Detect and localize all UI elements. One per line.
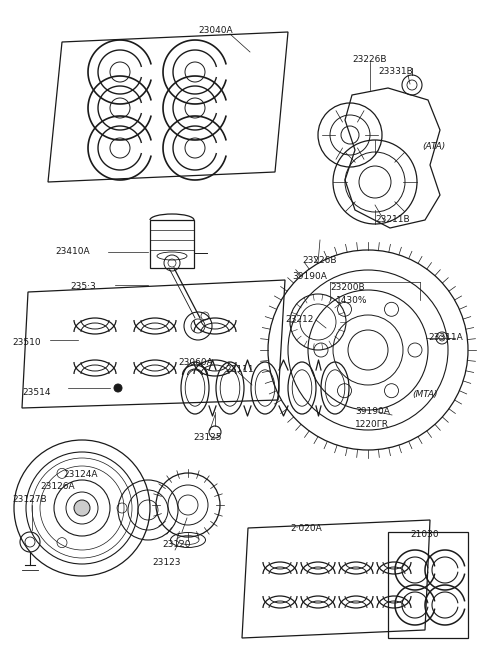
Text: 23120: 23120 <box>162 540 191 549</box>
Text: 23127B: 23127B <box>12 495 47 504</box>
Text: 23311A: 23311A <box>428 333 463 342</box>
Text: 23331B: 23331B <box>378 67 413 76</box>
Text: 23123: 23123 <box>152 558 180 567</box>
Text: 23410A: 23410A <box>55 247 90 256</box>
Text: 235·3: 235·3 <box>70 282 96 291</box>
Text: (ATA): (ATA) <box>422 142 445 151</box>
Text: 23514: 23514 <box>22 388 50 397</box>
Text: 23125: 23125 <box>193 433 221 442</box>
Text: 23200B: 23200B <box>330 283 365 292</box>
Text: 39190A: 39190A <box>355 407 390 416</box>
Text: 39190A: 39190A <box>292 272 327 281</box>
Text: 2·020A: 2·020A <box>290 524 322 533</box>
Text: 23211B: 23211B <box>375 215 409 224</box>
Text: 23060A: 23060A <box>178 358 213 367</box>
Circle shape <box>74 500 90 516</box>
Text: 23226B: 23226B <box>302 256 336 265</box>
Text: 23226B: 23226B <box>352 55 386 64</box>
Text: 1430%: 1430% <box>336 296 368 305</box>
Text: 23040A: 23040A <box>198 26 233 35</box>
Text: 23510: 23510 <box>12 338 41 347</box>
Text: 1220ΓR: 1220ΓR <box>355 420 389 429</box>
Text: 23212: 23212 <box>285 315 313 324</box>
Text: 23124A: 23124A <box>63 470 97 479</box>
Text: 23126A: 23126A <box>40 482 74 491</box>
Text: 21030: 21030 <box>410 530 439 539</box>
Circle shape <box>114 384 122 392</box>
Text: (MTA): (MTA) <box>412 390 437 399</box>
Text: 23111: 23111 <box>225 365 253 374</box>
